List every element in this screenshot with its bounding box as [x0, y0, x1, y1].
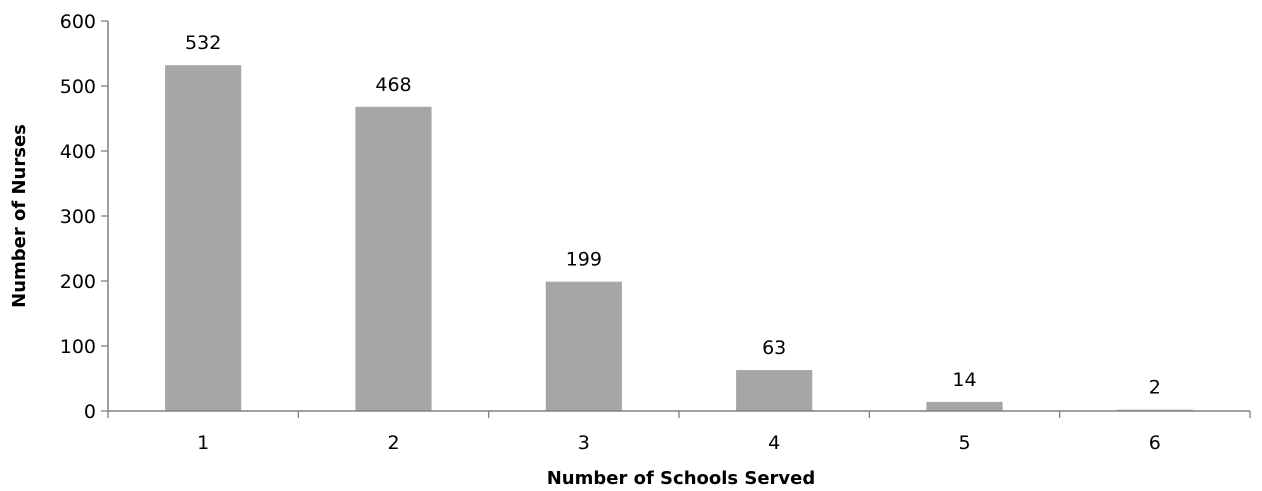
y-tick-label: 400: [60, 141, 96, 163]
y-tick-label: 500: [60, 76, 96, 98]
bar: [926, 401, 1003, 411]
x-tick-label: 1: [197, 432, 209, 454]
bar-data-label: 63: [762, 337, 786, 359]
bar-data-label: 468: [375, 74, 411, 96]
bar-data-label: 14: [952, 369, 976, 391]
y-tick-label: 0: [84, 401, 96, 423]
y-tick-label: 600: [60, 11, 96, 33]
bar: [355, 106, 432, 412]
x-axis-title: Number of Schools Served: [547, 468, 816, 489]
bar-data-label: 2: [1149, 377, 1161, 399]
y-tick-label: 200: [60, 271, 96, 293]
y-tick-label: 100: [60, 336, 96, 358]
y-tick-label: 300: [60, 206, 96, 228]
y-axis-title: Number of Nurses: [9, 124, 30, 308]
bar-data-label: 199: [566, 249, 602, 271]
x-tick-label: 2: [387, 432, 399, 454]
x-tick-label: 3: [578, 432, 590, 454]
data-labels: 532 468 199 63 14 2: [185, 32, 1161, 399]
bar: [545, 281, 622, 411]
y-axis-ticks: 0 100 200 300 400 500 600: [60, 11, 108, 423]
x-tick-label: 6: [1149, 432, 1161, 454]
x-axis-ticks: 1 2 3 4 5 6: [107, 411, 1251, 454]
bar: [736, 370, 813, 411]
bar-data-label: 532: [185, 32, 221, 54]
bars: [165, 65, 1193, 412]
x-tick-label: 5: [958, 432, 970, 454]
x-tick-label: 4: [768, 432, 780, 454]
bar: [165, 65, 242, 411]
